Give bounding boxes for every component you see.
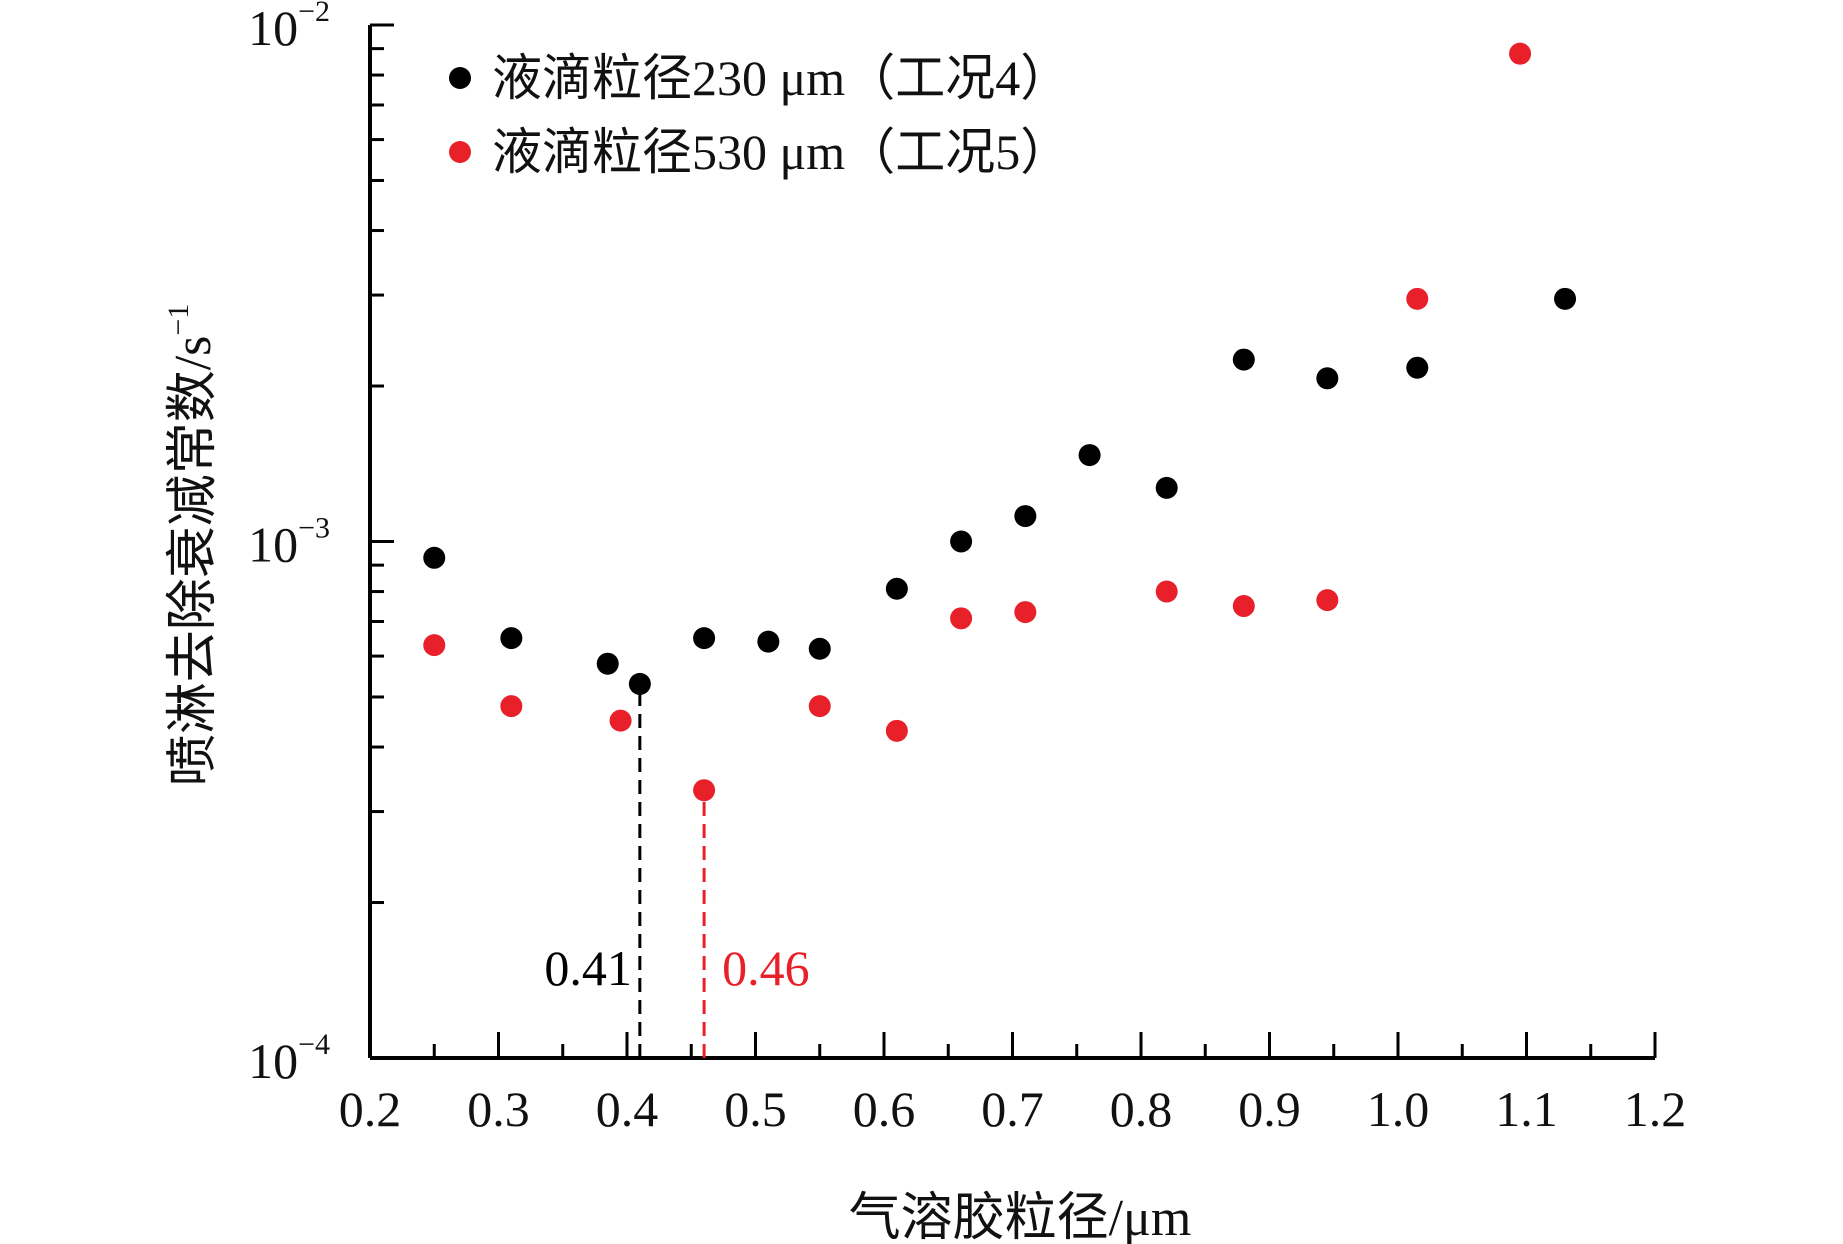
y-tick-label-base: 10 xyxy=(248,1033,298,1089)
data-point-series-2 xyxy=(885,719,908,742)
data-point-series-2 xyxy=(500,695,523,718)
data-point-series-1 xyxy=(808,637,831,660)
x-tick-label: 0.5 xyxy=(724,1081,787,1137)
x-tick-label: 0.9 xyxy=(1238,1081,1301,1137)
data-point-series-2 xyxy=(1316,589,1339,612)
data-points xyxy=(423,42,1577,802)
x-tick-label: 0.4 xyxy=(596,1081,659,1137)
data-point-series-2 xyxy=(693,779,716,802)
y-tick-label-exponent: −4 xyxy=(298,1028,330,1061)
data-point-series-2 xyxy=(609,709,632,732)
x-ticks: 0.2 0.3 0.4 0.5 0.6 0.7 0.8 0.9 1.0 1.1 1.2 xyxy=(339,1032,1687,1137)
y-tick-label-exponent: −2 xyxy=(298,0,330,28)
data-point-series-1 xyxy=(1078,444,1101,467)
data-point-series-1 xyxy=(1316,367,1339,390)
x-tick-label: 0.3 xyxy=(467,1081,530,1137)
data-point-series-1 xyxy=(500,627,523,650)
y-axis-title-exponent: −1 xyxy=(162,304,195,336)
y-tick-label-base: 10 xyxy=(248,0,298,56)
data-point-series-2 xyxy=(1406,287,1429,310)
data-point-series-2 xyxy=(1155,580,1178,603)
x-tick-label: 0.6 xyxy=(853,1081,916,1137)
data-point-series-1 xyxy=(1406,356,1429,379)
legend-marker xyxy=(449,67,471,89)
x-axis-title: 气溶胶粒径/μm xyxy=(849,1190,1192,1244)
threshold-label: 0.41 xyxy=(544,940,632,996)
x-tick-label: 1.2 xyxy=(1624,1081,1687,1137)
y-axis-title-main: 喷淋去除衰减常数/s xyxy=(165,336,222,787)
threshold-label: 0.46 xyxy=(722,940,810,996)
data-point-series-1 xyxy=(950,530,973,553)
data-point-series-1 xyxy=(1232,348,1255,371)
data-point-series-1 xyxy=(596,652,619,675)
data-point-series-1 xyxy=(693,627,716,650)
data-point-series-1 xyxy=(885,577,908,600)
x-tick-label: 1.1 xyxy=(1495,1081,1558,1137)
x-tick-label: 0.8 xyxy=(1110,1081,1173,1137)
data-point-series-1 xyxy=(1554,287,1577,310)
x-tick-label: 0.2 xyxy=(339,1081,402,1137)
data-point-series-2 xyxy=(808,695,831,718)
legend-label: 液滴粒径230 μm（工况4） xyxy=(492,50,1070,106)
y-ticks: 10−410−310−2 xyxy=(248,0,394,1089)
y-tick-label: 10−3 xyxy=(248,512,330,573)
y-tick-label: 10−2 xyxy=(248,0,330,56)
y-tick-label-base: 10 xyxy=(248,517,298,573)
annotations: 0.41 0.46 xyxy=(544,683,810,1058)
data-point-series-1 xyxy=(423,546,446,569)
data-point-series-2 xyxy=(1232,595,1255,618)
x-tick-label: 0.7 xyxy=(981,1081,1044,1137)
data-point-series-1 xyxy=(757,630,780,653)
legend-marker xyxy=(449,141,471,163)
legend-label: 液滴粒径530 μm（工况5） xyxy=(492,124,1070,180)
data-point-series-2 xyxy=(1014,601,1037,624)
data-point-series-2 xyxy=(950,607,973,630)
legend: 液滴粒径230 μm（工况4） 液滴粒径530 μm（工况5） xyxy=(449,50,1070,180)
data-point-series-1 xyxy=(1014,505,1037,528)
y-tick-label: 10−4 xyxy=(248,1028,330,1089)
data-point-series-2 xyxy=(423,634,446,657)
y-axis-title: 喷淋去除衰减常数/s−1 xyxy=(162,304,222,787)
data-point-series-2 xyxy=(1509,42,1532,65)
data-point-series-1 xyxy=(628,672,651,695)
data-point-series-1 xyxy=(1155,476,1178,499)
y-tick-label-exponent: −3 xyxy=(298,512,330,545)
x-tick-label: 1.0 xyxy=(1367,1081,1430,1137)
